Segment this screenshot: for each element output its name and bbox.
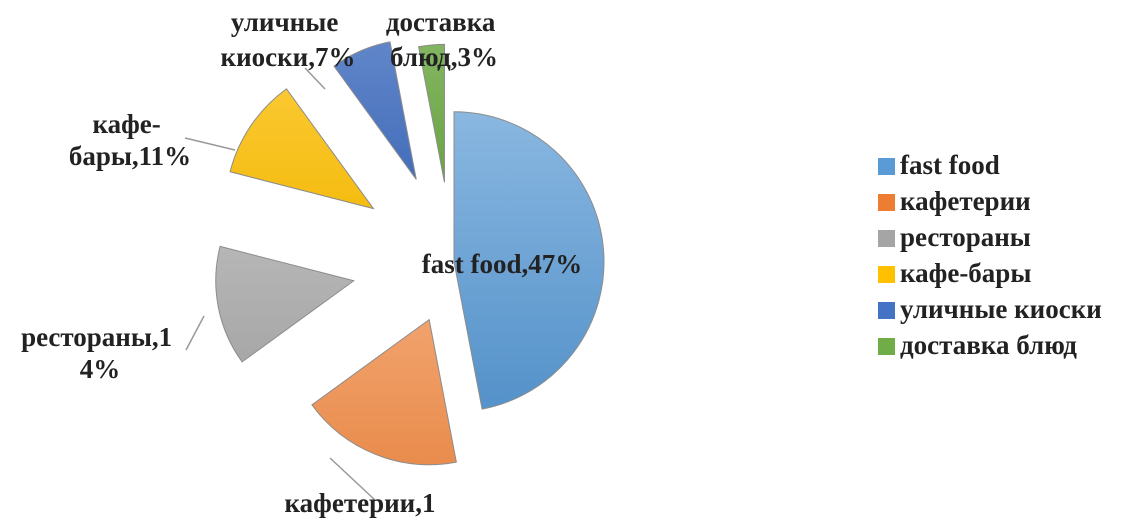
legend-swatch-ulichnye-kioski (878, 302, 895, 319)
legend-swatch-fast-food (878, 158, 895, 175)
legend-label-restorany: рестораны (900, 222, 1031, 252)
data-label-kafe-bary: кафе- бары,11% (69, 109, 191, 171)
pie-slice-kafeterii (311, 318, 457, 466)
pie-slices (215, 41, 605, 466)
legend-swatch-restorany (878, 230, 895, 247)
data-label-fast-food: fast food,47% (422, 249, 583, 279)
legend-label-fast-food: fast food (900, 150, 1000, 180)
data-label-dostavka-blyud: доставка блюд,3% (386, 7, 502, 72)
pie-slice-fast-food (453, 111, 605, 410)
legend-swatch-dostavka-blyud (878, 338, 895, 355)
leader-line-ulichnye-kioski (304, 67, 326, 90)
pie-slice-ulichnye-kioski (333, 41, 417, 180)
pie-slice-dostavka-blyud (418, 43, 445, 183)
legend-swatch-kafeterii (878, 194, 895, 211)
legend: fast food кафетерии рестораны кафе-бары улич… (878, 150, 1102, 360)
data-label-ulichnye-kioski: уличные киоски,7% (221, 7, 356, 72)
data-labels: fast food,47% кафетерии,1 рестораны,1 4%… (21, 7, 582, 518)
pie-slice-restorany (215, 245, 355, 363)
legend-swatch-kafe-bary (878, 266, 895, 283)
legend-label-kafeterii: кафетерии (900, 186, 1031, 216)
pie-slice-kafe-bary (229, 88, 375, 210)
leader-line-kafe-bary (184, 137, 236, 151)
legend-label-ulichnye-kioski: уличные киоски (900, 294, 1102, 324)
legend-label-kafe-bary: кафе-бары (900, 258, 1031, 288)
leader-lines (184, 67, 376, 501)
leader-line-kafeterii (329, 457, 376, 501)
legend-label-dostavka-blyud: доставка блюд (900, 330, 1077, 360)
data-label-kafeterii: кафетерии,1 (285, 488, 436, 518)
leader-line-restorany (185, 315, 205, 351)
data-label-restorany: рестораны,1 4% (21, 322, 179, 384)
